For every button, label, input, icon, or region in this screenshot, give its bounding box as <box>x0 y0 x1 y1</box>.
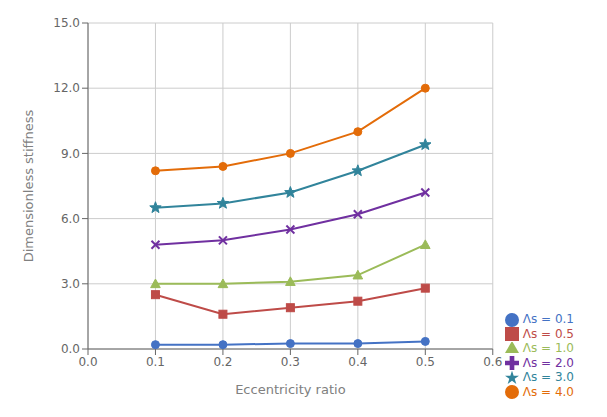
svg-text:Eccentricity ratio: Eccentricity ratio <box>235 382 346 397</box>
svg-text:15.0: 15.0 <box>53 16 80 30</box>
html-text:Λs = 0.1: Λs = 0.1 <box>522 312 574 326</box>
html-text:Λs = 3.0: Λs = 3.0 <box>522 370 574 384</box>
svg-text:12.0: 12.0 <box>53 81 80 95</box>
svg-text:Dimensionless stiffness: Dimensionless stiffness <box>21 109 36 262</box>
svg-text:9.0: 9.0 <box>61 147 80 161</box>
html-text:Λs = 1.0: Λs = 1.0 <box>522 341 574 355</box>
svg-text:3.0: 3.0 <box>61 277 80 291</box>
svg-text:0.4: 0.4 <box>348 355 367 369</box>
svg-text:0.1: 0.1 <box>146 355 165 369</box>
html-text:Λs = 2.0: Λs = 2.0 <box>522 355 574 370</box>
svg-text:6.0: 6.0 <box>61 212 80 226</box>
svg-text:0.6: 0.6 <box>483 355 502 369</box>
svg-text:0.0: 0.0 <box>61 342 80 356</box>
svg-text:0.5: 0.5 <box>416 355 435 369</box>
svg-text:0.3: 0.3 <box>281 355 300 369</box>
svg-text:0.2: 0.2 <box>213 355 232 369</box>
html-text:Λs = 4.0: Λs = 4.0 <box>522 384 574 399</box>
svg-text:0.0: 0.0 <box>78 355 97 369</box>
html-text:Λs = 0.5: Λs = 0.5 <box>522 326 574 341</box>
